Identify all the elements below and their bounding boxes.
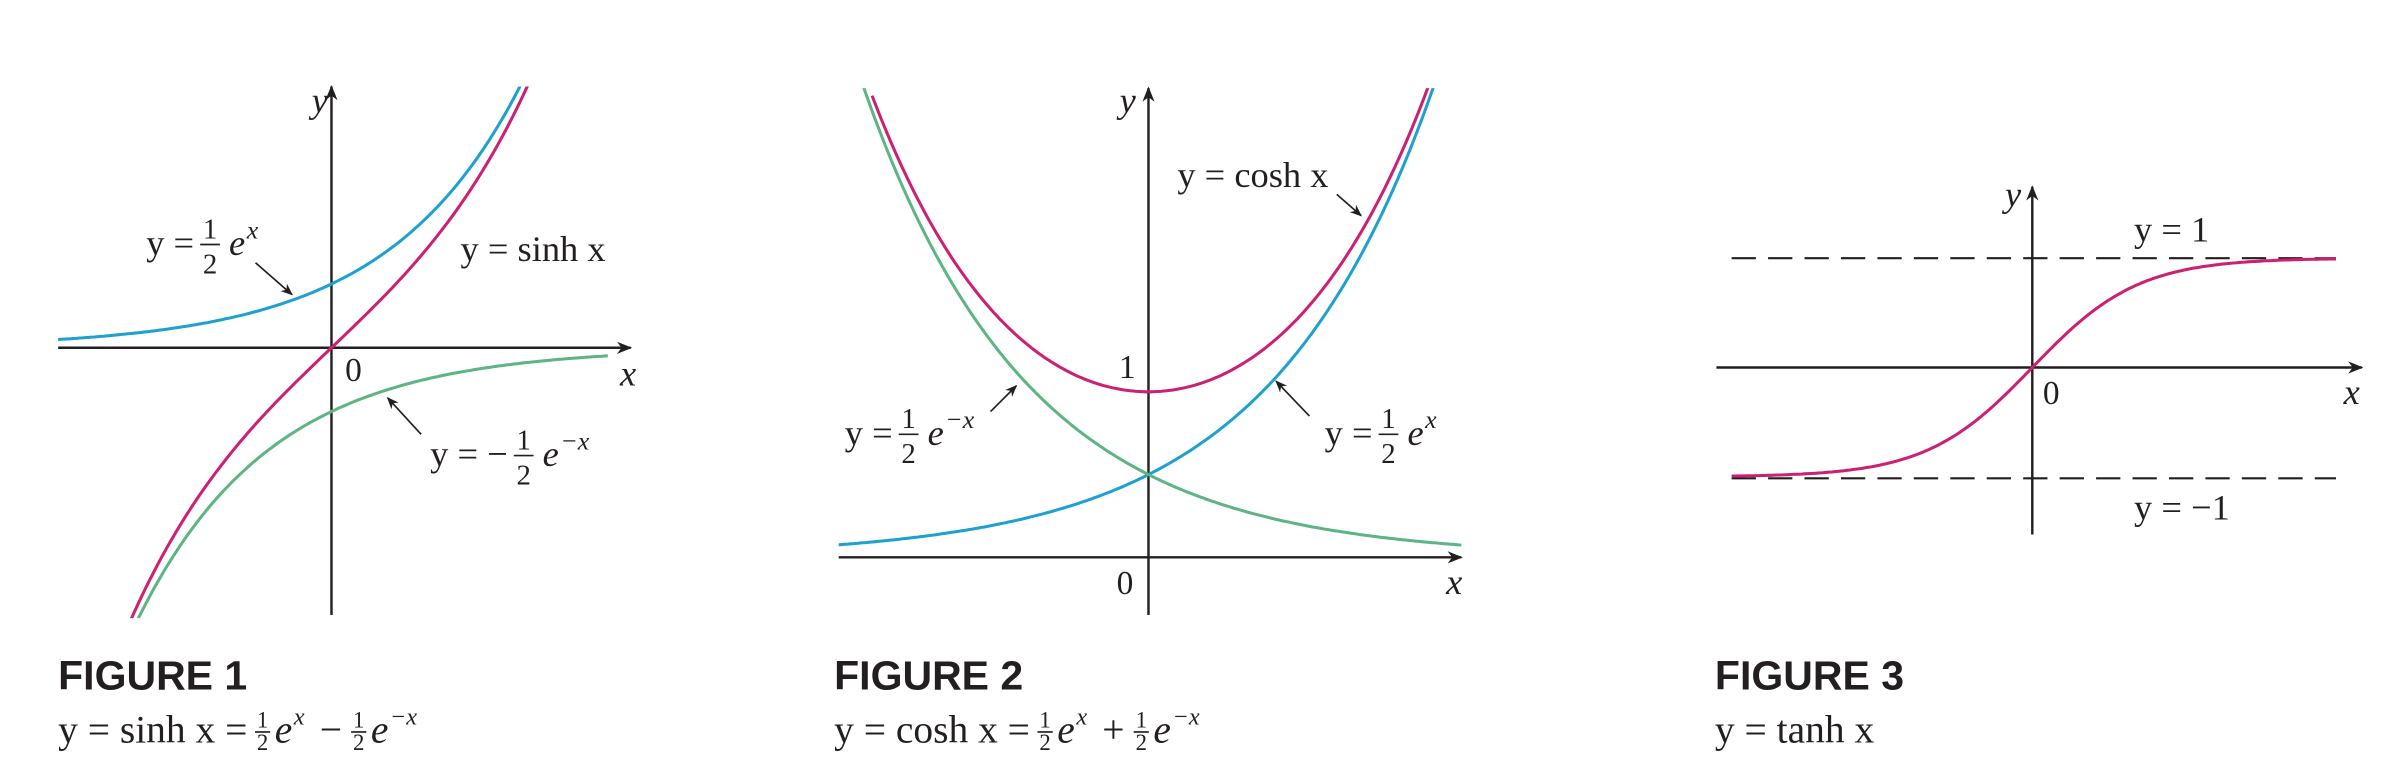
label: 2 [353, 730, 364, 755]
label: 1 [257, 707, 268, 732]
label: x [293, 703, 305, 730]
label: e [1407, 413, 1423, 453]
label: x [246, 215, 259, 244]
label: e [1057, 708, 1075, 752]
label: −x [945, 405, 974, 434]
label: y = [1325, 413, 1373, 453]
curve [870, 88, 1430, 394]
label: 2 [901, 438, 915, 470]
label: 2 [257, 730, 268, 755]
label: e [275, 708, 293, 752]
label: x [1445, 562, 1462, 602]
curve [1731, 257, 2337, 478]
pointer [989, 384, 1018, 413]
label: y = sinh x [461, 229, 606, 269]
label: e [229, 223, 245, 263]
label: FIGURE 3 [1715, 652, 1904, 698]
curve [129, 86, 529, 619]
label: 1 [1381, 403, 1395, 435]
label: −x [1172, 703, 1199, 730]
label: FIGURE 2 [834, 652, 1023, 698]
label: y = cosh x = [834, 708, 1030, 752]
label: y = tanh x [1715, 708, 1875, 752]
curve [57, 86, 522, 342]
label: x [2343, 372, 2360, 412]
label: 1 [203, 213, 217, 245]
curve [838, 88, 1435, 547]
label: 1 [1039, 707, 1050, 732]
label: 2 [1039, 730, 1050, 755]
pointer [1336, 193, 1362, 217]
label: y = [845, 413, 893, 453]
label: x [1424, 405, 1437, 434]
curve [862, 88, 1462, 547]
label: 2 [1381, 438, 1395, 470]
label: x [1075, 703, 1087, 730]
label: 2 [1136, 730, 1147, 755]
label: 0 [1117, 565, 1134, 602]
label: −x [560, 427, 589, 456]
label: x [619, 354, 636, 394]
axes [58, 85, 2364, 616]
label: e [543, 434, 559, 474]
label: e [1153, 708, 1171, 752]
label: −x [390, 703, 417, 730]
label: y [1116, 80, 1137, 120]
label: 1 [353, 707, 364, 732]
label: y [2001, 175, 2022, 215]
label: 1 [516, 425, 530, 457]
label: y = [146, 223, 194, 263]
label: 2 [203, 248, 217, 280]
label: 1 [1136, 707, 1147, 732]
label: y = sinh x = [58, 708, 247, 752]
label: 1 [901, 403, 915, 435]
label: y = 1 [2134, 209, 2209, 249]
curve [136, 354, 608, 619]
pointer [254, 262, 293, 296]
label: + [1102, 708, 1124, 752]
label: 0 [2043, 375, 2060, 412]
label: e [371, 708, 389, 752]
label: FIGURE 1 [58, 652, 247, 698]
label: y = −1 [2134, 487, 2230, 527]
label: y [308, 80, 329, 120]
pointer [386, 396, 422, 435]
label: 0 [345, 352, 362, 389]
label: 2 [516, 459, 530, 491]
label: y = − [430, 434, 508, 474]
pointer [1275, 380, 1311, 417]
label: y = cosh x [1177, 155, 1328, 195]
label: − [320, 708, 342, 752]
label: e [928, 413, 944, 453]
label: 1 [1119, 349, 1136, 386]
